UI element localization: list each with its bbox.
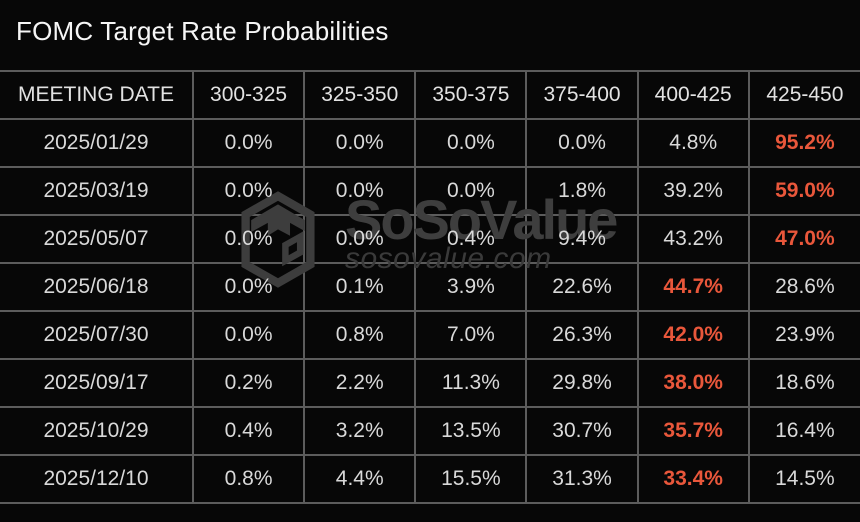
probability-cell: 44.7% <box>636 263 749 311</box>
probability-cell: 0.0% <box>303 167 416 215</box>
probability-cell: 29.8% <box>525 359 638 407</box>
probability-cell: 0.0% <box>525 119 638 167</box>
date-cell: 2025/01/29 <box>43 131 149 154</box>
probability-cell: 0.0% <box>191 119 305 167</box>
header-cell-rate-range: 300-325 <box>191 71 305 119</box>
probability-cell: 15.5% <box>414 455 527 503</box>
header-cell-rate-range: 375-400 <box>525 71 638 119</box>
probability-cell: 4.8% <box>636 119 749 167</box>
probability-cell: 0.8% <box>191 455 305 503</box>
probability-cell: 23.9% <box>747 311 860 359</box>
probability-cell: 13.5% <box>414 407 527 455</box>
probability-cell: 7.0% <box>414 311 527 359</box>
title-bar: FOMC Target Rate Probabilities <box>0 0 860 70</box>
header-cell-rate-range: 325-350 <box>303 71 416 119</box>
probability-cell: 3.9% <box>414 263 527 311</box>
probability-cell: 4.4% <box>303 455 416 503</box>
probability-cell: 0.4% <box>414 215 527 263</box>
probability-cell: 28.6% <box>747 263 860 311</box>
table-row: 2025/05/07 0.0% 0.0% 0.4% 9.4% 43.2% 47.0% <box>0 215 860 263</box>
probability-cell: 33.4% <box>636 455 749 503</box>
fomc-probabilities-table: MEETING DATE 300-325 325-350 350-375 375-400… <box>0 70 860 504</box>
date-cell: 2025/05/07 <box>43 227 149 250</box>
probability-cell: 0.0% <box>191 311 305 359</box>
table-row: 2025/09/17 0.2% 2.2% 11.3% 29.8% 38.0% 18.6% <box>0 359 860 407</box>
header-cell-rate-range: 350-375 <box>414 71 527 119</box>
probability-cell: 43.2% <box>636 215 749 263</box>
probability-cell: 0.0% <box>303 119 416 167</box>
probability-cell: 59.0% <box>747 167 860 215</box>
probability-cell: 0.2% <box>191 359 305 407</box>
probability-cell: 11.3% <box>414 359 527 407</box>
probability-cell: 9.4% <box>525 215 638 263</box>
header-cell-rate-range: 425-450 <box>747 71 860 119</box>
table-row: 2025/12/10 0.8% 4.4% 15.5% 31.3% 33.4% 14.5% <box>0 455 860 503</box>
probability-cell: 30.7% <box>525 407 638 455</box>
probability-cell: 0.0% <box>414 119 527 167</box>
header-cell-meeting-date: MEETING DATE <box>18 83 174 106</box>
probability-cell: 42.0% <box>636 311 749 359</box>
probability-cell: 18.6% <box>747 359 860 407</box>
probability-cell: 1.8% <box>525 167 638 215</box>
probability-cell: 0.0% <box>303 215 416 263</box>
probability-cell: 0.0% <box>191 263 305 311</box>
probability-cell: 0.1% <box>303 263 416 311</box>
table-row: 2025/07/30 0.0% 0.8% 7.0% 26.3% 42.0% 23.9% <box>0 311 860 359</box>
probability-cell: 0.0% <box>191 167 305 215</box>
probability-cell: 39.2% <box>636 167 749 215</box>
probability-cell: 95.2% <box>747 119 860 167</box>
table-row: 2025/06/18 0.0% 0.1% 3.9% 22.6% 44.7% 28.6% <box>0 263 860 311</box>
date-cell: 2025/09/17 <box>43 371 149 394</box>
probability-cell: 0.0% <box>191 215 305 263</box>
date-cell: 2025/03/19 <box>43 179 149 202</box>
probability-cell: 22.6% <box>525 263 638 311</box>
date-cell: 2025/06/18 <box>43 275 149 298</box>
probability-cell: 0.0% <box>414 167 527 215</box>
date-cell: 2025/12/10 <box>43 467 149 490</box>
probability-cell: 31.3% <box>525 455 638 503</box>
table-body: 2025/01/29 0.0% 0.0% 0.0% 0.0% 4.8% 95.2% 2025/… <box>0 119 860 503</box>
probability-cell: 16.4% <box>747 407 860 455</box>
probability-cell: 26.3% <box>525 311 638 359</box>
probability-cell: 47.0% <box>747 215 860 263</box>
probability-cell: 38.0% <box>636 359 749 407</box>
table-header-row: MEETING DATE 300-325 325-350 350-375 375-400… <box>0 71 860 119</box>
probability-cell: 0.4% <box>191 407 305 455</box>
probability-cell: 35.7% <box>636 407 749 455</box>
table-row: 2025/03/19 0.0% 0.0% 0.0% 1.8% 39.2% 59.0% <box>0 167 860 215</box>
page-title: FOMC Target Rate Probabilities <box>16 15 389 46</box>
probability-cell: 0.8% <box>303 311 416 359</box>
header-cell-rate-range: 400-425 <box>636 71 749 119</box>
probability-cell: 3.2% <box>303 407 416 455</box>
probability-cell: 2.2% <box>303 359 416 407</box>
date-cell: 2025/10/29 <box>43 419 149 442</box>
table-row: 2025/01/29 0.0% 0.0% 0.0% 0.0% 4.8% 95.2% <box>0 119 860 167</box>
table-row: 2025/10/29 0.4% 3.2% 13.5% 30.7% 35.7% 16.4% <box>0 407 860 455</box>
date-cell: 2025/07/30 <box>43 323 149 346</box>
probability-cell: 14.5% <box>747 455 860 503</box>
